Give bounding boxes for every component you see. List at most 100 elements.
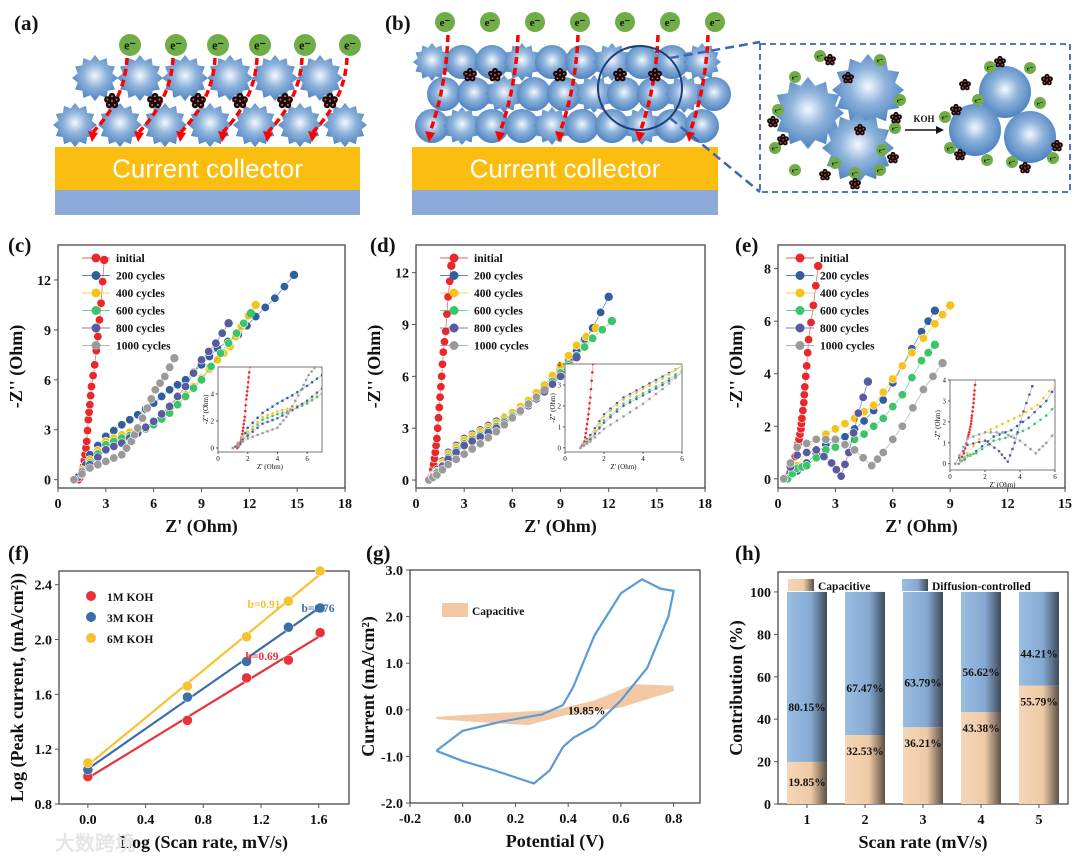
data-point <box>280 399 284 403</box>
electron-label: e⁻ <box>620 17 631 29</box>
series-group <box>231 311 399 450</box>
data-point <box>433 423 443 433</box>
data-point <box>182 691 193 703</box>
legend-label: 400 cycles <box>116 288 165 300</box>
data-point <box>1053 382 1055 386</box>
data-point <box>248 367 252 369</box>
data-point <box>634 406 638 410</box>
x-axis-label: Scan rate (mV/s) <box>859 832 988 853</box>
electron-icon: e⁻ <box>789 71 801 83</box>
ion-cluster-icon <box>1041 73 1053 86</box>
data-point <box>1074 377 1077 380</box>
legend-marker <box>449 323 459 333</box>
x-tick-label: 0 <box>948 473 952 481</box>
data-point <box>438 347 448 357</box>
electron-icon: e⁻ <box>249 34 271 56</box>
bar-stack: 43.38% 56.62% <box>961 591 1001 804</box>
electron-label: e⁻ <box>792 167 799 174</box>
legend-marker <box>91 341 101 350</box>
data-point <box>1027 426 1031 430</box>
data-point <box>707 347 710 350</box>
y-tick-label: 2.4 <box>35 579 53 594</box>
electron-label: e⁻ <box>775 107 782 114</box>
data-point <box>86 391 96 401</box>
ion-cluster-icon <box>849 177 861 190</box>
data-point <box>888 374 898 384</box>
data-point <box>1028 447 1032 451</box>
data-point <box>1044 441 1048 445</box>
data-point <box>157 409 167 419</box>
data-point <box>608 415 612 419</box>
legend-label: 600 cycles <box>474 306 523 318</box>
current-collector <box>55 147 360 190</box>
y-tick-label: -2.0 <box>381 797 403 812</box>
data-point <box>251 430 255 434</box>
bar-capacitive <box>845 735 885 804</box>
electron-icon: e⁻ <box>294 34 316 56</box>
y-tick-label: 0 <box>764 473 771 488</box>
data-point <box>1003 436 1007 440</box>
legend-label: 200 cycles <box>820 271 869 283</box>
x-tick-label: 0 <box>413 497 420 512</box>
legend-marker <box>449 271 459 280</box>
data-point <box>572 353 581 362</box>
data-point <box>878 387 888 397</box>
data-point <box>1041 444 1045 448</box>
schematic: Current collector e⁻ e⁻ e⁻ e⁻ e⁻ e⁻ Current col… <box>53 12 1071 215</box>
data-point <box>320 392 322 396</box>
data-point <box>827 458 837 468</box>
electron-label: e⁻ <box>530 17 541 29</box>
series-group <box>579 238 749 450</box>
x-tick-label: 18 <box>698 497 712 512</box>
capacitive-area <box>436 684 674 726</box>
data-point <box>602 238 605 241</box>
data-point <box>1068 386 1071 389</box>
electron-label: e⁻ <box>984 157 991 164</box>
data-point <box>584 431 588 435</box>
data-point <box>972 393 976 397</box>
y-tick-label: 0 <box>558 444 562 452</box>
data-point <box>798 406 808 416</box>
data-point <box>720 331 723 334</box>
data-point <box>587 407 591 411</box>
slope-annotation: b=0.91 <box>247 599 280 611</box>
data-point <box>160 371 170 381</box>
data-point <box>811 453 821 463</box>
data-point <box>251 421 255 425</box>
spiky-particle <box>188 103 232 147</box>
electron-icon: e⁻ <box>769 142 781 154</box>
legend-marker <box>91 253 101 263</box>
data-point <box>98 277 108 287</box>
data-point <box>241 429 245 433</box>
spiky-particle <box>252 55 298 101</box>
data-point <box>392 317 395 320</box>
data-point <box>396 311 399 314</box>
magnify-circle <box>597 45 683 131</box>
legend-marker <box>91 323 101 333</box>
data-point <box>972 397 976 401</box>
data-point <box>285 396 289 400</box>
data-point <box>746 313 749 316</box>
data-point <box>499 420 509 430</box>
current-collector-label: Current collector <box>112 154 303 184</box>
electron-icon: e⁻ <box>615 12 635 32</box>
data-point <box>101 456 111 466</box>
data-point <box>310 398 314 402</box>
data-point <box>283 595 294 607</box>
data-point <box>247 370 251 374</box>
data-point <box>992 439 996 443</box>
data-point <box>1012 416 1016 420</box>
data-point <box>597 325 607 335</box>
data-point <box>224 319 233 328</box>
y-tick-label: 0 <box>44 474 51 489</box>
current-collector <box>412 147 718 190</box>
electron-icon: e⁻ <box>789 164 801 176</box>
data-point <box>998 437 1002 441</box>
y-axis-label: -Z'' (Ohm) <box>202 394 210 424</box>
smooth-particle <box>979 66 1031 118</box>
smooth-particle <box>565 109 599 143</box>
data-point <box>647 397 651 401</box>
